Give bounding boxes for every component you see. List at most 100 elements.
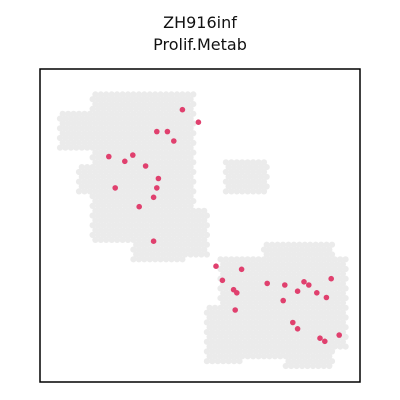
background-spot [179,120,186,127]
highlighted-spot [306,282,312,288]
background-spot [119,198,126,205]
background-spot [247,280,254,287]
background-spot [163,149,170,156]
background-spot [318,241,325,248]
background-spot [263,270,270,277]
background-spot [293,353,300,360]
background-spot [163,207,170,214]
background-spot [152,120,159,127]
background-spot [143,154,151,161]
background-spot [250,159,257,166]
background-spot [89,105,96,112]
background-spot [277,256,284,263]
background-spot [339,309,346,316]
background-spot [315,275,322,282]
background-spot [323,290,330,297]
background-spot [97,101,104,108]
background-spot [209,329,216,336]
background-spot [236,329,243,336]
background-spot [277,275,284,282]
background-spot [222,353,229,360]
background-spot [258,319,265,326]
background-spot [296,241,303,248]
background-spot [149,134,156,142]
background-spot [195,217,202,224]
background-spot [334,270,341,277]
background-spot [127,202,134,209]
background-spot [105,183,113,190]
background-spot [154,96,161,103]
background-spot [252,164,259,171]
background-spot [201,207,208,214]
background-spot [266,256,273,263]
background-spot [231,299,238,307]
background-spot [220,290,227,297]
background-spot [225,270,232,277]
background-spot [92,217,99,224]
background-spot [116,212,123,219]
background-spot [124,149,132,156]
background-spot [149,222,156,229]
background-spot [231,329,238,336]
background-spot [222,343,229,350]
background-spot [149,115,156,122]
background-spot [89,212,96,219]
background-spot [89,96,96,103]
background-spot [165,251,172,258]
background-spot [141,139,148,146]
background-spot [122,164,129,171]
background-spot [141,120,148,127]
background-spot [209,319,216,326]
background-spot [250,324,257,331]
background-spot [293,295,300,302]
background-spot [239,343,246,350]
background-spot [65,139,72,146]
background-spot [154,115,161,122]
background-spot [315,295,322,302]
background-spot [108,236,115,243]
background-spot [182,96,189,103]
background-spot [149,144,156,151]
background-spot [171,183,178,190]
background-spot [62,125,69,132]
background-spot [255,188,262,195]
background-spot [274,290,281,297]
background-spot [299,353,306,360]
background-spot [122,173,129,180]
background-spot [149,173,156,180]
background-spot [163,159,170,166]
background-spot [309,353,317,360]
background-spot [263,319,270,326]
background-spot [337,295,344,302]
background-spot [141,246,148,253]
background-spot [244,265,251,273]
background-spot [168,120,175,127]
background-spot [157,159,164,166]
background-spot [304,324,311,331]
background-spot [163,120,170,127]
background-spot [143,144,151,151]
background-spot [163,110,170,117]
background-spot [266,285,273,292]
background-spot [328,319,336,326]
background-spot [138,154,145,161]
background-spot [236,299,243,307]
background-spot [165,222,172,229]
background-spot [231,183,238,190]
background-spot [95,96,102,103]
background-spot [233,343,240,350]
background-spot [236,280,243,287]
background-spot [228,178,235,185]
background-spot [138,115,145,122]
background-spot [342,304,349,311]
background-spot [149,202,156,209]
background-spot [163,256,170,263]
background-spot [160,144,167,151]
background-spot [231,338,238,345]
background-spot [157,246,164,253]
background-spot [163,198,170,205]
background-spot [141,198,148,205]
background-spot [173,207,181,214]
background-spot [236,270,243,277]
background-spot [111,193,118,200]
